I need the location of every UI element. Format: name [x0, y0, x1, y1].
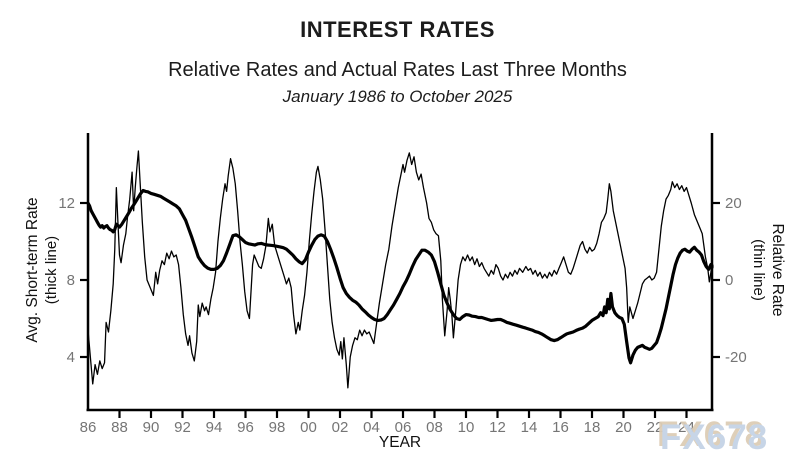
left-y-axis-title-sub: (thick line): [43, 235, 60, 305]
x-tick-label: 10: [458, 419, 475, 436]
left-y-axis-title-main: Avg. Short-term Rate: [24, 197, 41, 343]
x-tick-label: 08: [426, 419, 443, 436]
right-y-axis-title-main: Relative Rate: [769, 223, 786, 317]
right-y-axis-title: Relative Rate (thin line): [749, 120, 787, 420]
x-tick-label: 22: [647, 419, 664, 436]
chart-subtitle: Relative Rates and Actual Rates Last Thr…: [168, 59, 627, 81]
x-tick-label: 86: [80, 419, 97, 436]
x-tick-label: 88: [111, 419, 128, 436]
x-tick-label: 06: [395, 419, 412, 436]
left-tick-label: 4: [67, 349, 75, 366]
x-tick-label: 94: [206, 419, 223, 436]
watermark-fx678: FX678: [660, 418, 769, 457]
x-tick-label: 92: [174, 419, 191, 436]
x-tick-label: 02: [332, 419, 349, 436]
x-tick-label: 00: [300, 419, 317, 436]
x-tick-label: 16: [552, 419, 569, 436]
relative-rate-line: [87, 150, 713, 389]
x-axis-title: YEAR: [378, 434, 422, 451]
left-tick-label: 8: [67, 272, 75, 289]
right-tick-label: 20: [725, 195, 742, 212]
x-tick-label: 96: [237, 419, 254, 436]
x-tick-label: 14: [521, 419, 538, 436]
chart-title: INTEREST RATES: [300, 17, 495, 42]
x-tick-label: 98: [269, 419, 286, 436]
x-tick-label: 18: [584, 419, 601, 436]
x-tick-label: 12: [489, 419, 506, 436]
x-tick-label: 90: [143, 419, 160, 436]
left-tick-label: 12: [58, 195, 75, 212]
chart-date-range: January 1986 to October 2025: [282, 87, 513, 106]
left-y-axis-title: Avg. Short-term Rate (thick line): [23, 120, 61, 420]
x-tick-label: 20: [615, 419, 632, 436]
avg-short-term-rate-line: [86, 188, 714, 365]
right-y-axis-title-sub: (thin line): [750, 239, 767, 301]
right-tick-label: -20: [725, 349, 747, 366]
x-tick-label: 24: [678, 419, 695, 436]
right-tick-label: 0: [725, 272, 733, 289]
x-tick-label: 04: [363, 419, 380, 436]
